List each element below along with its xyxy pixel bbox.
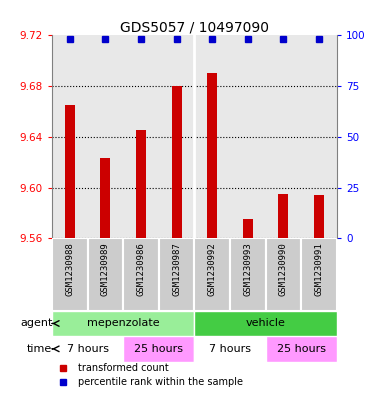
Text: GSM1230992: GSM1230992 bbox=[208, 242, 217, 296]
Text: 7 hours: 7 hours bbox=[67, 344, 109, 354]
Title: GDS5057 / 10497090: GDS5057 / 10497090 bbox=[120, 20, 269, 34]
Bar bbox=[278, 194, 288, 238]
Bar bbox=[52, 238, 88, 311]
Bar bbox=[301, 238, 337, 311]
Bar bbox=[230, 35, 266, 238]
Text: time: time bbox=[27, 344, 52, 354]
Bar bbox=[88, 238, 123, 311]
Text: 7 hours: 7 hours bbox=[209, 344, 251, 354]
Bar bbox=[88, 35, 123, 238]
Bar bbox=[230, 238, 266, 311]
Bar bbox=[194, 238, 195, 311]
Bar bbox=[207, 73, 217, 238]
Bar bbox=[266, 35, 301, 238]
Bar bbox=[314, 195, 324, 238]
Bar bbox=[123, 336, 194, 362]
Bar bbox=[194, 311, 337, 336]
Text: transformed count: transformed count bbox=[78, 363, 168, 373]
Bar bbox=[266, 238, 301, 311]
Bar bbox=[266, 336, 337, 362]
Bar bbox=[65, 105, 75, 238]
Text: 25 hours: 25 hours bbox=[277, 344, 326, 354]
Text: agent: agent bbox=[20, 318, 52, 329]
Text: 25 hours: 25 hours bbox=[134, 344, 183, 354]
Text: mepenzolate: mepenzolate bbox=[87, 318, 159, 329]
Text: GSM1230991: GSM1230991 bbox=[315, 242, 323, 296]
Text: vehicle: vehicle bbox=[246, 318, 286, 329]
Bar bbox=[52, 311, 194, 336]
Bar bbox=[194, 336, 266, 362]
Bar bbox=[243, 219, 253, 238]
Bar bbox=[172, 86, 182, 238]
Text: GSM1230986: GSM1230986 bbox=[137, 242, 146, 296]
Bar bbox=[100, 158, 110, 238]
Bar bbox=[194, 35, 230, 238]
Text: GSM1230988: GSM1230988 bbox=[65, 242, 74, 296]
Text: GSM1230987: GSM1230987 bbox=[172, 242, 181, 296]
Bar bbox=[123, 35, 159, 238]
Bar bbox=[52, 336, 123, 362]
Bar bbox=[194, 238, 230, 311]
Text: GSM1230993: GSM1230993 bbox=[243, 242, 252, 296]
Text: percentile rank within the sample: percentile rank within the sample bbox=[78, 377, 243, 387]
Bar bbox=[159, 35, 194, 238]
Text: GSM1230990: GSM1230990 bbox=[279, 242, 288, 296]
Bar bbox=[159, 238, 194, 311]
Text: GSM1230989: GSM1230989 bbox=[101, 242, 110, 296]
Bar bbox=[123, 238, 159, 311]
Bar bbox=[136, 130, 146, 238]
Bar bbox=[301, 35, 337, 238]
Bar bbox=[52, 35, 88, 238]
